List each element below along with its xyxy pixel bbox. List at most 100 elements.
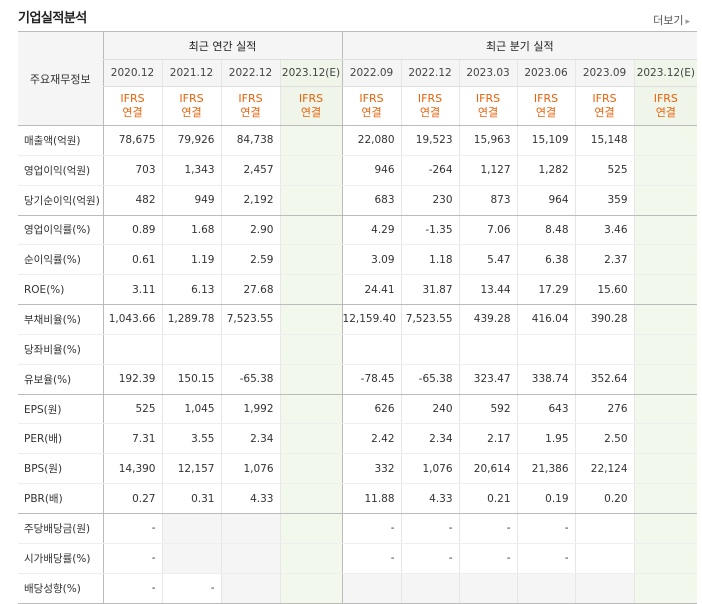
cell-value: 1,343 xyxy=(161,155,221,186)
basis-consolidated: 연결 xyxy=(181,106,202,119)
cell-value: -78.45 xyxy=(341,364,402,395)
basis-consolidated: 연결 xyxy=(361,106,382,119)
cell-value xyxy=(574,543,635,574)
cell-value: 3.55 xyxy=(161,423,221,455)
cell-value xyxy=(341,334,402,365)
cell-value xyxy=(220,573,280,604)
basis-consolidated: 연결 xyxy=(240,106,261,119)
basis-ifrs: IFRS xyxy=(120,92,145,105)
period-header-row: 2020.12 2021.12 2022.12 2023.12(E) 2022.09 20… xyxy=(18,59,698,87)
cell-value xyxy=(458,334,518,365)
cell-value: 626 xyxy=(341,394,402,425)
period-header: 2022.12 xyxy=(400,59,460,87)
cell-value: - xyxy=(341,513,402,544)
basis-header: IFRS 연결 xyxy=(341,86,402,126)
table-row: BPS(원) 14,390 12,157 1,076 332 1,076 20,614 21,… xyxy=(18,453,698,485)
cell-value xyxy=(279,423,343,455)
table-row: 영업이익률(%) 0.89 1.68 2.90 4.29 -1.35 7.06 8.48 3.4… xyxy=(18,215,698,246)
cell-value xyxy=(102,334,162,365)
table-row: 매출액(억원) 78,675 79,926 84,738 22,080 19,523 15,… xyxy=(18,125,698,156)
basis-header: IFRS 연결 xyxy=(458,86,518,126)
annual-header: 최근 연간 실적 xyxy=(102,31,343,60)
cell-value xyxy=(633,244,698,276)
cell-value: 31.87 xyxy=(400,274,460,306)
cell-value: -65.38 xyxy=(220,364,280,395)
basis-consolidated: 연결 xyxy=(477,106,499,119)
cell-value: 2.50 xyxy=(574,423,635,455)
cell-value xyxy=(341,573,402,604)
row-label: PER(배) xyxy=(18,423,103,455)
row-label: 당기순이익(억원) xyxy=(18,185,103,216)
cell-value: 4.29 xyxy=(341,215,402,246)
basis-header: IFRS 연결 xyxy=(574,86,635,126)
cell-value: 2.90 xyxy=(220,215,280,246)
cell-value xyxy=(279,155,343,186)
more-link[interactable]: 더보기 ▸ xyxy=(653,12,690,28)
cell-value: 21,386 xyxy=(516,453,576,485)
cell-value xyxy=(633,215,698,246)
cell-value: 4.33 xyxy=(400,483,460,514)
cell-value xyxy=(400,334,460,365)
cell-value xyxy=(279,125,343,156)
cell-value: 3.11 xyxy=(102,274,162,306)
cell-value xyxy=(633,155,698,186)
cell-value xyxy=(279,274,343,306)
cell-value xyxy=(633,185,698,216)
cell-value: 12,159.40 xyxy=(341,304,402,335)
cell-value xyxy=(458,573,518,604)
cell-value: 3.09 xyxy=(341,244,402,276)
table-row: EPS(원) 525 1,045 1,992 626 240 592 643 276 xyxy=(18,394,698,425)
cell-value xyxy=(279,185,343,216)
quarter-header: 최근 분기 실적 xyxy=(341,31,698,60)
cell-value: 27.68 xyxy=(220,274,280,306)
cell-value: 964 xyxy=(516,185,576,216)
cell-value xyxy=(279,453,343,485)
basis-ifrs: IFRS xyxy=(238,92,263,105)
row-label: ROE(%) xyxy=(18,274,103,306)
cell-value xyxy=(161,334,221,365)
cell-value: 1,045 xyxy=(161,394,221,425)
cell-value: 359 xyxy=(574,185,635,216)
table-row: 유보율(%) 192.39 150.15 -65.38 -78.45 -65.38 323.… xyxy=(18,364,698,395)
cell-value: 7.06 xyxy=(458,215,518,246)
cell-value: 683 xyxy=(341,185,402,216)
cell-value xyxy=(279,394,343,425)
cell-value xyxy=(633,274,698,306)
cell-value: 22,124 xyxy=(574,453,635,485)
cell-value: - xyxy=(516,543,576,574)
cell-value xyxy=(279,304,343,335)
cell-value: 24.41 xyxy=(341,274,402,306)
cell-value: 150.15 xyxy=(161,364,221,395)
basis-consolidated: 연결 xyxy=(122,106,143,119)
cell-value: 2.34 xyxy=(400,423,460,455)
row-label: 순이익률(%) xyxy=(18,244,103,276)
cell-value: 352.64 xyxy=(574,364,635,395)
cell-value: 323.47 xyxy=(458,364,518,395)
basis-ifrs: IFRS xyxy=(359,92,384,105)
cell-value: 7.31 xyxy=(102,423,162,455)
cell-value: 0.31 xyxy=(161,483,221,514)
cell-value: 5.47 xyxy=(458,244,518,276)
cell-value: 78,675 xyxy=(102,125,162,156)
cell-value xyxy=(279,244,343,276)
cell-value xyxy=(633,364,698,395)
cell-value: 2.37 xyxy=(574,244,635,276)
cell-value: 15,109 xyxy=(516,125,576,156)
cell-value: 0.27 xyxy=(102,483,162,514)
basis-consolidated: 연결 xyxy=(535,106,557,119)
cell-value xyxy=(161,513,221,544)
cell-value: 276 xyxy=(574,394,635,425)
cell-value: 3.46 xyxy=(574,215,635,246)
cell-value: 1,992 xyxy=(220,394,280,425)
cell-value xyxy=(279,483,343,514)
basis-consolidated: 연결 xyxy=(300,106,322,119)
cell-value: - xyxy=(102,543,162,574)
row-label: 시가배당률(%) xyxy=(18,543,103,574)
cell-value: 1.68 xyxy=(161,215,221,246)
period-header: 2023.12(E) xyxy=(633,59,698,87)
cell-value: 20,614 xyxy=(458,453,518,485)
row-label: 매출액(억원) xyxy=(18,125,103,156)
section-title: 기업실적분석 xyxy=(18,11,87,26)
basis-header: IFRS 연결 xyxy=(102,86,162,126)
row-label: 영업이익(억원) xyxy=(18,155,103,186)
